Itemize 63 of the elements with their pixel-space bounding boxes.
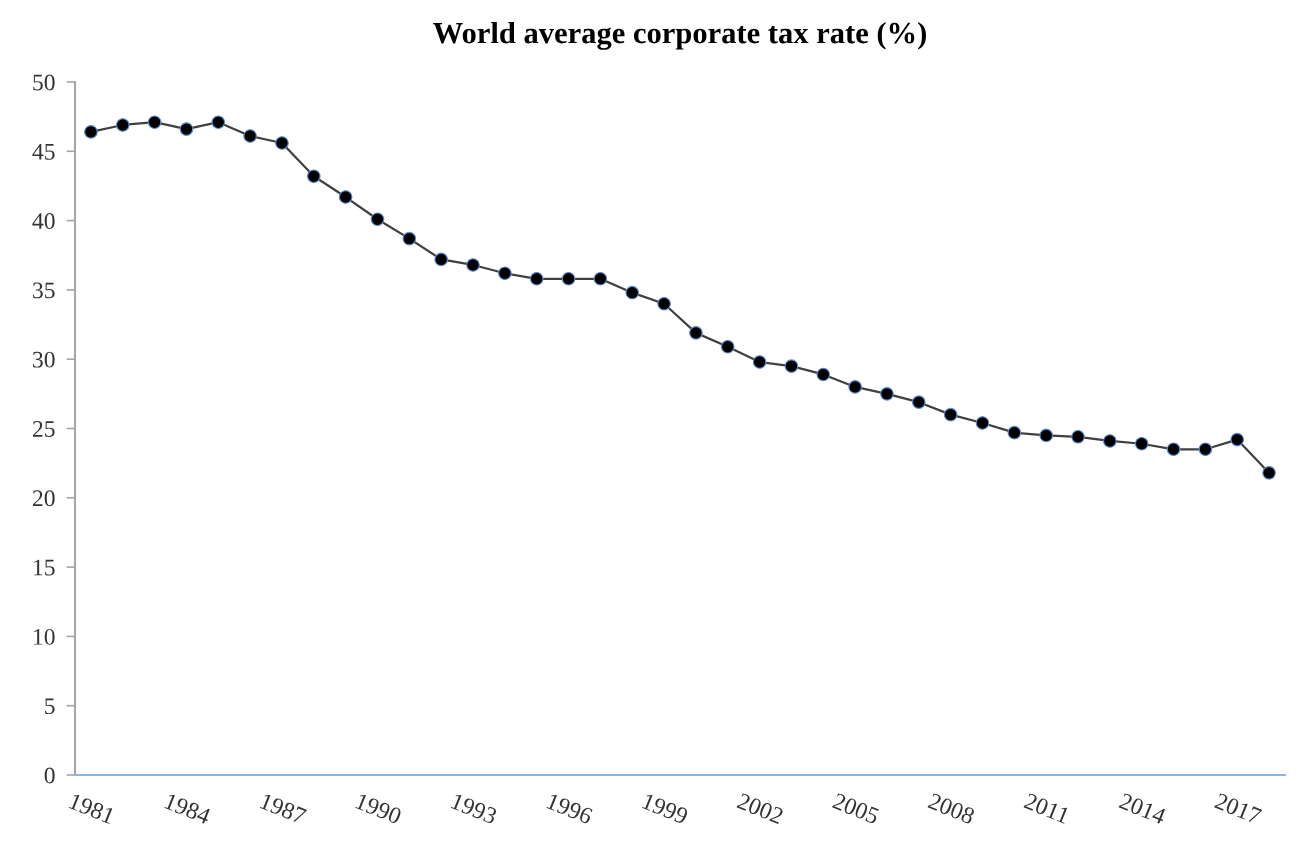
y-tick-label: 10 [34,628,55,645]
point [307,169,321,184]
y-tick-label: 20 [32,490,55,507]
point [338,190,353,204]
point [784,359,799,373]
point [466,258,480,272]
point [689,326,703,340]
point [370,212,385,227]
y-tick-label: 40 [32,213,55,230]
point [816,367,831,382]
point [848,380,862,394]
point [115,118,130,132]
x-tick-label: 1993 [450,793,498,825]
y-tick-label: 30 [33,351,55,368]
point [1039,428,1053,443]
x-tick-label: 1996 [546,793,594,825]
point [434,252,448,267]
x-tick-label: 1990 [355,793,403,825]
point [529,272,544,286]
x-tick-label: 1984 [164,793,212,825]
x-tick-label: 1987 [259,793,307,825]
point [880,387,894,401]
point [657,296,671,311]
x-tick-label: 2017 [1214,792,1263,825]
x-tick-label: 2005 [831,792,880,825]
point [1198,442,1213,457]
y-tick-label: 15 [34,559,55,576]
point [625,285,640,300]
point [561,272,576,286]
point [275,136,289,150]
point [1134,436,1149,451]
point [975,416,990,430]
point [147,115,162,129]
y-tick-label: 25 [32,421,55,437]
point [179,122,194,136]
point [752,355,767,369]
point [720,339,735,354]
point [943,407,958,422]
point [1262,466,1276,480]
point [593,272,608,286]
x-tick-label: 1999 [641,793,689,825]
point [243,129,257,143]
point [402,231,417,246]
point [1071,430,1085,444]
point [1103,434,1117,448]
point [1166,442,1181,457]
x-tick-label: 2011 [1023,792,1071,824]
point [1230,432,1245,447]
x-tick-label: 2008 [927,792,976,825]
x-tick-label: 2002 [736,792,785,825]
point [84,125,98,139]
y-tick-label: 35 [33,282,55,299]
x-tick-label: 1981 [68,793,116,825]
point [211,115,226,129]
x-tick-label: 2014 [1118,792,1168,825]
chart-title: World average corporate tax rate (%) [433,21,926,50]
point [498,266,512,281]
y-tick-label: 45 [32,143,55,160]
y-tick-label: 50 [33,74,55,91]
point [912,395,926,409]
point [1007,425,1022,440]
y-tick-label: 0 [44,767,55,784]
y-tick-label: 5 [45,698,55,715]
